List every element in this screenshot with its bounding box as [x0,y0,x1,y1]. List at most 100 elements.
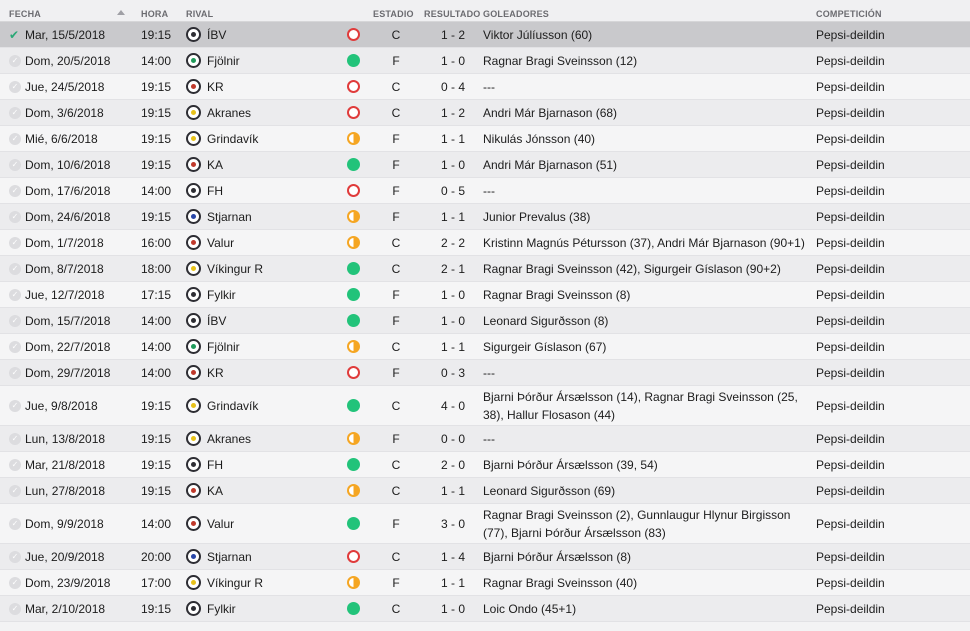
table-row[interactable]: ✓ Mar, 21/8/2018 19:15 FH C 2 - 0 Bjarni Þórðu… [0,452,970,478]
score[interactable]: 2 - 0 [440,457,465,472]
score[interactable]: 1 - 1 [440,339,465,354]
row-check[interactable]: ✓ [9,48,22,73]
score[interactable]: 1 - 4 [440,549,465,564]
row-check[interactable]: ✓ [9,504,22,543]
score[interactable]: 1 - 2 [440,27,465,42]
table-row[interactable]: ✓ Dom, 17/6/2018 14:00 FH F 0 - 5 --- Pepsi-dei… [0,178,970,204]
table-row[interactable]: ✓ Dom, 15/7/2018 14:00 ÍBV F 1 - 0 Leonard Sig… [0,308,970,334]
table-row[interactable]: ✓ Dom, 29/7/2018 14:00 KR F 0 - 3 --- Pepsi-dei… [0,360,970,386]
header-goleadores[interactable]: GOLEADORES [483,9,550,19]
competition-link[interactable]: Pepsi-deildin [816,105,885,120]
row-check[interactable]: ✓ [9,126,22,151]
row-check[interactable]: ✓ [9,334,22,359]
rival-link[interactable]: KR [207,79,224,94]
rival-link[interactable]: KA [207,157,224,172]
table-row[interactable]: ✓ Jue, 12/7/2018 17:15 Fylkir F 1 - 0 Ragnar B… [0,282,970,308]
competition-link[interactable]: Pepsi-deildin [816,483,885,498]
score[interactable]: 0 - 4 [440,79,465,94]
row-check[interactable]: ✔ [9,22,22,47]
rival-link[interactable]: Akranes [207,105,252,120]
row-check[interactable]: ✓ [9,100,22,125]
competition-link[interactable]: Pepsi-deildin [816,575,885,590]
score[interactable]: 2 - 2 [440,235,465,250]
row-check[interactable]: ✓ [9,452,22,477]
competition-link[interactable]: Pepsi-deildin [816,53,885,68]
table-row[interactable]: ✓ Dom, 9/9/2018 14:00 Valur F 3 - 0 Ragnar Bra… [0,504,970,544]
table-row[interactable]: ✓ Dom, 8/7/2018 18:00 Víkingur R C 2 - 1 Ragna… [0,256,970,282]
table-row[interactable]: ✓ Mié, 6/6/2018 19:15 Grindavík F 1 - 1 Nikulá… [0,126,970,152]
row-check[interactable]: ✓ [9,426,22,451]
table-row[interactable]: ✓ Jue, 9/8/2018 19:15 Grindavík C 4 - 0 Bjarni… [0,386,970,426]
competition-link[interactable]: Pepsi-deildin [816,457,885,472]
table-row[interactable]: ✓ Lun, 13/8/2018 19:15 Akranes F 0 - 0 --- Peps… [0,426,970,452]
table-row[interactable]: ✓ Dom, 22/7/2018 14:00 Fjölnir C 1 - 1 Sigurge… [0,334,970,360]
competition-link[interactable]: Pepsi-deildin [816,27,885,42]
score[interactable]: 1 - 1 [440,575,465,590]
rival-link[interactable]: Fjölnir [207,339,240,354]
row-check[interactable]: ✓ [9,386,22,425]
table-row[interactable]: ✓ Lun, 27/8/2018 19:15 KA C 1 - 1 Leonard Sigu… [0,478,970,504]
competition-link[interactable]: Pepsi-deildin [816,131,885,146]
rival-link[interactable]: ÍBV [207,313,227,328]
score[interactable]: 2 - 1 [440,261,465,276]
competition-link[interactable]: Pepsi-deildin [816,157,885,172]
competition-link[interactable]: Pepsi-deildin [816,601,885,616]
header-competicion[interactable]: COMPETICIÓN [816,9,882,19]
score[interactable]: 1 - 0 [440,157,465,172]
competition-link[interactable]: Pepsi-deildin [816,431,885,446]
score[interactable]: 0 - 0 [440,431,465,446]
rival-link[interactable]: Grindavík [207,398,259,413]
row-check[interactable]: ✓ [9,596,22,621]
competition-link[interactable]: Pepsi-deildin [816,209,885,224]
header-resultado[interactable]: RESULTADO [424,9,481,19]
row-check[interactable]: ✓ [9,256,22,281]
score[interactable]: 1 - 1 [440,131,465,146]
rival-link[interactable]: Víkingur R [207,575,264,590]
competition-link[interactable]: Pepsi-deildin [816,516,885,531]
score[interactable]: 1 - 0 [440,601,465,616]
table-row[interactable]: ✓ Mar, 2/10/2018 19:15 Fylkir C 1 - 0 Loic Ond… [0,596,970,622]
score[interactable]: 1 - 2 [440,105,465,120]
sort-ascending-icon[interactable] [117,10,125,15]
score[interactable]: 1 - 0 [440,53,465,68]
competition-link[interactable]: Pepsi-deildin [816,549,885,564]
rival-link[interactable]: Fylkir [207,601,236,616]
score[interactable]: 4 - 0 [440,398,465,413]
rival-link[interactable]: Fylkir [207,287,236,302]
table-row[interactable]: ✓ Jue, 24/5/2018 19:15 KR C 0 - 4 --- Pepsi-dei… [0,74,970,100]
rival-link[interactable]: ÍBV [207,27,227,42]
row-check[interactable]: ✓ [9,74,22,99]
competition-link[interactable]: Pepsi-deildin [816,79,885,94]
competition-link[interactable]: Pepsi-deildin [816,365,885,380]
table-row[interactable]: ✓ Dom, 3/6/2018 19:15 Akranes C 1 - 2 Andri Má… [0,100,970,126]
score[interactable]: 1 - 0 [440,287,465,302]
rival-link[interactable]: Stjarnan [207,209,252,224]
header-fecha[interactable]: FECHA [9,9,41,19]
score[interactable]: 0 - 5 [440,183,465,198]
row-check[interactable]: ✓ [9,478,22,503]
rival-link[interactable]: KA [207,483,224,498]
header-rival[interactable]: RIVAL [186,9,214,19]
row-check[interactable]: ✓ [9,230,22,255]
row-check[interactable]: ✓ [9,570,22,595]
table-row[interactable]: ✓ Dom, 24/6/2018 19:15 Stjarnan F 1 - 1 Junior… [0,204,970,230]
rival-link[interactable]: FH [207,457,223,472]
score[interactable]: 3 - 0 [440,516,465,531]
row-check[interactable]: ✓ [9,544,22,569]
table-row[interactable]: ✓ Dom, 20/5/2018 14:00 Fjölnir F 1 - 0 Ragnar … [0,48,970,74]
row-check[interactable]: ✓ [9,152,22,177]
competition-link[interactable]: Pepsi-deildin [816,235,885,250]
header-estadio[interactable]: ESTADIO [373,9,414,19]
rival-link[interactable]: KR [207,365,224,380]
header-hora[interactable]: HORA [141,9,169,19]
rival-link[interactable]: Valur [207,516,235,531]
rival-link[interactable]: FH [207,183,223,198]
score[interactable]: 0 - 3 [440,365,465,380]
row-check[interactable]: ✓ [9,308,22,333]
competition-link[interactable]: Pepsi-deildin [816,339,885,354]
table-row[interactable]: ✓ Jue, 20/9/2018 20:00 Stjarnan C 1 - 4 Bjarni… [0,544,970,570]
row-check[interactable]: ✓ [9,178,22,203]
rival-link[interactable]: Stjarnan [207,549,252,564]
score[interactable]: 1 - 1 [440,209,465,224]
table-row[interactable]: ✓ Dom, 23/9/2018 17:00 Víkingur R F 1 - 1 Ragn… [0,570,970,596]
